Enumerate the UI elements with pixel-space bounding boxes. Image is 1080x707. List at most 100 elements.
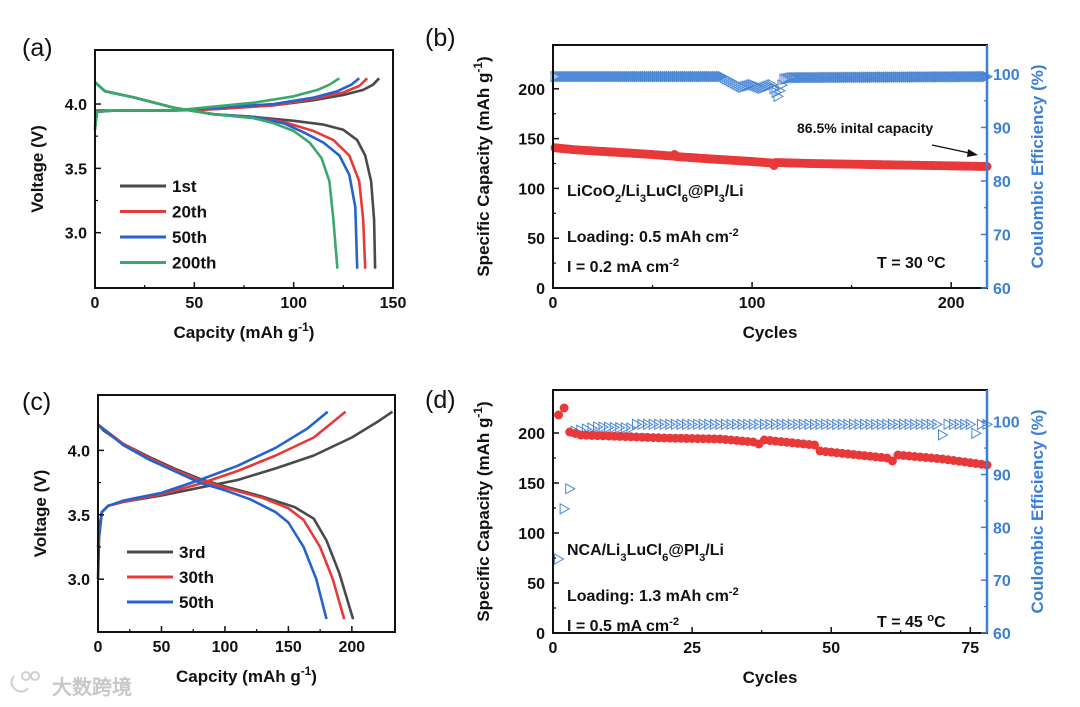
- watermark: 大数跨境: [10, 671, 132, 699]
- ce-marker: [588, 70, 599, 83]
- ce-marker: [974, 70, 986, 83]
- ce-marker: [715, 70, 727, 83]
- y-axis-title: Voltage (V): [28, 125, 47, 213]
- ce-marker: [960, 418, 971, 431]
- ce-marker: [851, 71, 862, 84]
- ce-marker: [643, 418, 654, 431]
- ce-marker: [920, 71, 932, 83]
- supscript: -2: [669, 616, 679, 628]
- ce-marker: [845, 71, 856, 84]
- ce-marker: [884, 71, 896, 83]
- y2-tick-label: 90: [993, 468, 1011, 485]
- ce-marker: [934, 70, 946, 83]
- ce-marker: [926, 418, 938, 431]
- text-segment: I = 0.5 mA cm: [567, 618, 669, 635]
- y2-tick-label: 70: [993, 573, 1011, 590]
- ce-marker: [683, 70, 695, 83]
- y-tick-label: 200: [518, 426, 545, 443]
- series-50th-charge-curve: [93, 77, 361, 128]
- ce-marker: [854, 418, 866, 431]
- ce-marker: [958, 70, 970, 83]
- ce-marker: [554, 70, 566, 83]
- ce-marker: [648, 70, 659, 83]
- x-tick-label: 0: [94, 639, 103, 656]
- y-tick-label: 3.5: [68, 508, 90, 525]
- ce-marker: [837, 71, 848, 84]
- ce-marker: [637, 418, 649, 431]
- ce-marker: [586, 70, 597, 83]
- ce-marker: [918, 71, 930, 83]
- ce-marker: [622, 70, 633, 83]
- panel-c: (c) 3rd 30th 50th 0 50 100 150 200 3.0 3.5 4.0 Capci…: [22, 388, 396, 686]
- ce-marker: [593, 421, 604, 433]
- ce-marker: [810, 418, 821, 431]
- ce-marker: [841, 71, 852, 84]
- ce-marker: [596, 70, 607, 83]
- ce-marker: [628, 70, 639, 83]
- y-tick-label: 0: [536, 626, 545, 643]
- ce-marker: [568, 70, 579, 83]
- x-tick-label: 150: [380, 295, 407, 312]
- y2-tick-label: 60: [993, 281, 1011, 298]
- text-segment: ): [309, 323, 315, 342]
- ce-marker: [783, 72, 794, 85]
- x-tick-label: 200: [938, 295, 965, 312]
- cell-label: NCA/Li3LuCl6@PI3/Li: [567, 542, 724, 564]
- ce-marker: [565, 482, 576, 495]
- ce-marker: [843, 71, 854, 84]
- ce-marker: [598, 70, 609, 83]
- ce-marker: [867, 71, 878, 84]
- legend-label-50th: 50th: [172, 228, 207, 247]
- ce-marker: [787, 71, 798, 84]
- ce-marker: [882, 71, 894, 83]
- ce-marker: [869, 71, 880, 84]
- ce-marker: [825, 71, 836, 84]
- legend-label-20th: 20th: [172, 203, 207, 222]
- y-tick-label: 4.0: [65, 97, 87, 114]
- ce-marker: [821, 71, 832, 84]
- subscript: 3: [719, 193, 725, 205]
- ce-marker: [636, 70, 647, 83]
- capacity-marker: [554, 410, 564, 420]
- text-segment: Specific Capacity (mAh g: [474, 418, 493, 622]
- ce-marker: [855, 71, 866, 84]
- y2-axis-title: Coulombic Efficiency (%): [1028, 409, 1047, 613]
- ce-marker: [582, 70, 593, 83]
- ce-marker: [849, 71, 860, 84]
- ce-marker: [626, 422, 637, 434]
- ce-marker: [938, 70, 950, 83]
- ce-marker: [562, 70, 573, 83]
- ce-marker: [791, 71, 802, 84]
- ce-marker: [936, 70, 948, 83]
- ce-marker: [908, 71, 920, 83]
- ce-marker: [871, 418, 882, 431]
- ce-marker: [677, 70, 689, 83]
- text-segment: Loading: 1.3 mAh cm: [567, 588, 729, 605]
- ce-marker: [926, 71, 938, 83]
- ce-marker: [715, 418, 726, 431]
- text-segment: /Li: [725, 183, 744, 200]
- ce-marker: [803, 71, 814, 84]
- supscript: -1: [471, 407, 485, 418]
- text-segment: Capcity (mAh g: [174, 323, 299, 342]
- ce-marker: [815, 418, 827, 431]
- plot-frame: [97, 394, 396, 633]
- ce-marker: [711, 70, 723, 83]
- ce-marker: [835, 71, 846, 84]
- y-tick-label: 3.0: [65, 226, 87, 243]
- ce-marker: [659, 418, 671, 431]
- y2-tick-label: 80: [993, 520, 1011, 537]
- ce-marker: [720, 418, 732, 431]
- ce-marker: [754, 418, 765, 431]
- ce-marker: [590, 70, 601, 83]
- series-200th-discharge-curve: [94, 81, 339, 269]
- ce-marker: [592, 70, 603, 83]
- ce-marker: [676, 418, 688, 431]
- x-tick-label: 0: [549, 295, 558, 312]
- ce-marker: [839, 71, 850, 84]
- ce-marker: [779, 73, 790, 86]
- ce-marker: [566, 70, 577, 83]
- ce-marker: [871, 71, 882, 84]
- y2-axis-title: Coulombic Efficiency (%): [1028, 64, 1047, 268]
